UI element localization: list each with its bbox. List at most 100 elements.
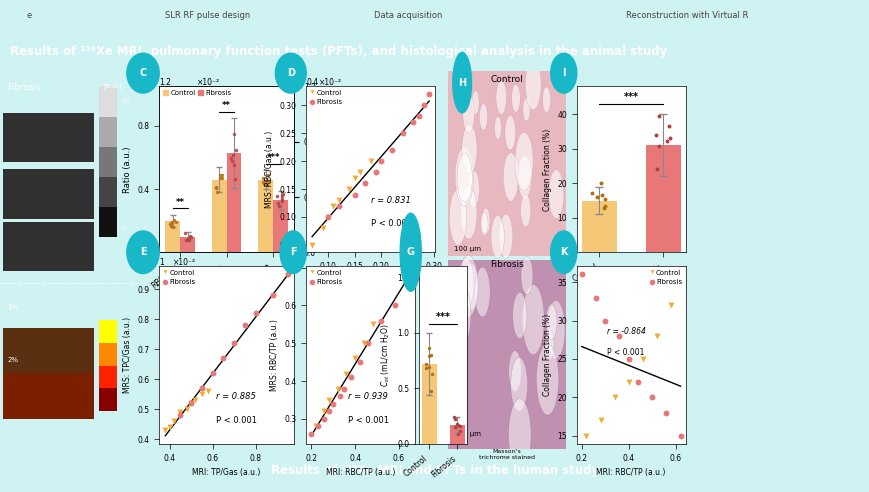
- Point: [402, 271, 416, 279]
- Text: P < 0.001: P < 0.001: [348, 416, 388, 425]
- Circle shape: [275, 53, 306, 93]
- Circle shape: [461, 125, 476, 174]
- Text: Results of ¹²⁹Xe MRI and PFTs in the human study: Results of ¹²⁹Xe MRI and PFTs in the hum…: [270, 464, 599, 477]
- Circle shape: [508, 399, 530, 471]
- Point: [317, 415, 331, 423]
- Bar: [3, 222, 94, 272]
- Text: D: D: [287, 68, 295, 78]
- Point: [331, 196, 345, 204]
- Bar: [421, 364, 436, 444]
- Point: [209, 188, 223, 196]
- Circle shape: [127, 231, 159, 274]
- Y-axis label: MRS: RBC/TP (a.u.): MRS: RBC/TP (a.u.): [269, 319, 279, 391]
- Point: [419, 364, 433, 372]
- Circle shape: [460, 186, 476, 239]
- Circle shape: [550, 53, 576, 93]
- X-axis label: MRI: RBC/TP (a.u.): MRI: RBC/TP (a.u.): [326, 468, 395, 477]
- Text: Data acquisition: Data acquisition: [374, 11, 442, 21]
- Circle shape: [458, 255, 477, 317]
- Point: [209, 184, 223, 192]
- Legend: Control, Fibrosis: Control, Fibrosis: [309, 90, 342, 105]
- Text: r = -0.864: r = -0.864: [607, 327, 646, 336]
- Circle shape: [481, 208, 489, 234]
- Bar: [99, 177, 117, 207]
- Circle shape: [490, 215, 504, 258]
- Circle shape: [514, 132, 533, 190]
- Point: [179, 236, 193, 244]
- Text: 2%: 2%: [8, 357, 18, 363]
- Bar: [99, 147, 117, 177]
- Point: [322, 396, 335, 404]
- Point: [177, 229, 191, 237]
- Bar: [99, 207, 117, 237]
- Circle shape: [449, 189, 466, 245]
- Bar: [3, 328, 94, 373]
- Point: [213, 175, 227, 183]
- Text: 0.4: 0.4: [306, 78, 318, 87]
- Point: [421, 90, 435, 98]
- Point: [594, 191, 608, 199]
- Point: [339, 369, 353, 377]
- Point: [215, 171, 229, 179]
- Legend: Control, Fibrosis: Control, Fibrosis: [163, 270, 196, 285]
- Point: [227, 339, 241, 347]
- Point: [257, 180, 271, 187]
- Point: [167, 417, 181, 425]
- Point: [659, 409, 673, 417]
- Point: [270, 199, 284, 207]
- Point: [585, 189, 599, 197]
- Point: [448, 423, 462, 430]
- Circle shape: [456, 154, 472, 202]
- Text: Control: Control: [490, 75, 522, 84]
- Point: [384, 146, 398, 154]
- Point: [621, 355, 635, 363]
- Point: [635, 355, 649, 363]
- Point: [166, 223, 180, 231]
- Legend: Control, Fibrosis: Control, Fibrosis: [309, 270, 342, 285]
- Point: [416, 101, 430, 109]
- Text: Results of ¹²⁹Xe MRI, pulmonary function tests (PFTs), and histological analysis: Results of ¹²⁹Xe MRI, pulmonary function…: [10, 45, 667, 58]
- Circle shape: [462, 95, 474, 133]
- Point: [662, 134, 676, 142]
- Point: [255, 178, 269, 186]
- Circle shape: [504, 116, 515, 150]
- Point: [348, 191, 362, 199]
- Bar: [645, 145, 680, 252]
- Circle shape: [545, 304, 556, 340]
- Point: [598, 317, 612, 325]
- Point: [331, 202, 345, 210]
- Y-axis label: Ratio: Ratio: [321, 159, 330, 180]
- Circle shape: [479, 104, 488, 130]
- Point: [182, 233, 196, 241]
- Point: [450, 430, 464, 438]
- Text: 1: 1: [159, 258, 163, 267]
- Bar: [180, 237, 195, 252]
- Point: [453, 427, 467, 434]
- Point: [173, 411, 187, 419]
- Point: [652, 112, 666, 120]
- Circle shape: [464, 264, 478, 310]
- Y-axis label: Ratio (a.u.): Ratio (a.u.): [123, 146, 132, 193]
- Circle shape: [525, 59, 541, 110]
- Point: [183, 233, 197, 241]
- Circle shape: [127, 53, 159, 93]
- Point: [163, 220, 176, 228]
- Point: [353, 168, 367, 176]
- Point: [330, 385, 344, 393]
- Point: [326, 202, 340, 210]
- Point: [216, 354, 230, 362]
- Point: [308, 423, 322, 430]
- Point: [321, 213, 335, 221]
- Point: [259, 177, 273, 185]
- Circle shape: [452, 53, 471, 113]
- Text: 0: 0: [122, 227, 125, 232]
- Text: SLR RF pulse design: SLR RF pulse design: [165, 11, 250, 21]
- Text: ×10⁻²: ×10⁻²: [196, 78, 220, 87]
- Bar: [226, 153, 242, 252]
- Point: [337, 385, 351, 393]
- Circle shape: [517, 155, 531, 199]
- Text: [a.u.]: [a.u.]: [103, 83, 123, 90]
- Text: ***: ***: [266, 154, 280, 162]
- X-axis label: MRI: RBC/Gas (a.u.): MRI: RBC/Gas (a.u.): [333, 277, 408, 286]
- Point: [621, 378, 635, 386]
